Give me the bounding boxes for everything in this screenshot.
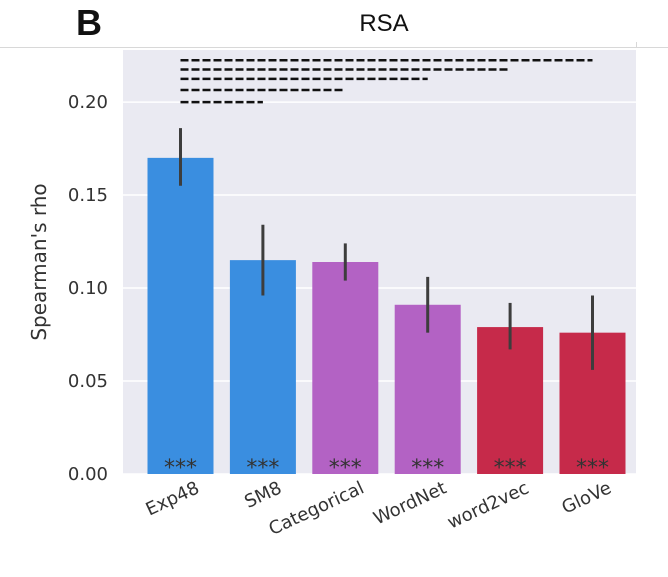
- significance-label: ***: [576, 456, 609, 481]
- y-tick-labels: 0.00 0.05 0.10 0.15 0.20: [68, 92, 108, 485]
- bar-sm8: [229, 260, 296, 474]
- bar-wordnet: [394, 304, 461, 474]
- divider: [0, 47, 668, 48]
- panel-label: B: [76, 2, 102, 43]
- significance-labels: *** *** *** *** *** ***: [164, 456, 609, 481]
- x-tick-label: word2vec: [444, 477, 532, 533]
- x-tick-label: WordNet: [370, 477, 449, 529]
- bars: [147, 157, 626, 474]
- error-bars: [179, 128, 594, 370]
- x-tick-label: GloVe: [559, 477, 615, 518]
- bar-categorical: [312, 262, 379, 474]
- chart-title: RSA: [359, 10, 409, 37]
- divider-tick: [636, 42, 637, 48]
- significance-label: ***: [494, 456, 527, 481]
- y-tick-label: 0.15: [68, 185, 108, 206]
- y-axis-label: Spearman's rho: [27, 183, 51, 340]
- x-tick-label: Categorical: [266, 477, 368, 539]
- bar-exp48: [147, 157, 214, 474]
- comparison-brackets: [180, 58, 593, 104]
- significance-label: ***: [411, 456, 444, 481]
- bar-word2vec: [477, 327, 544, 474]
- significance-label: ***: [329, 456, 362, 481]
- y-tick-label: 0.00: [68, 464, 108, 485]
- significance-label: ***: [246, 456, 279, 481]
- y-tick-label: 0.10: [68, 278, 108, 299]
- significance-label: ***: [164, 456, 197, 481]
- y-tick-label: 0.05: [68, 371, 108, 392]
- x-tick-label: SM8: [241, 477, 285, 512]
- y-tick-label: 0.20: [68, 92, 108, 113]
- x-tick-label: Exp48: [143, 477, 203, 520]
